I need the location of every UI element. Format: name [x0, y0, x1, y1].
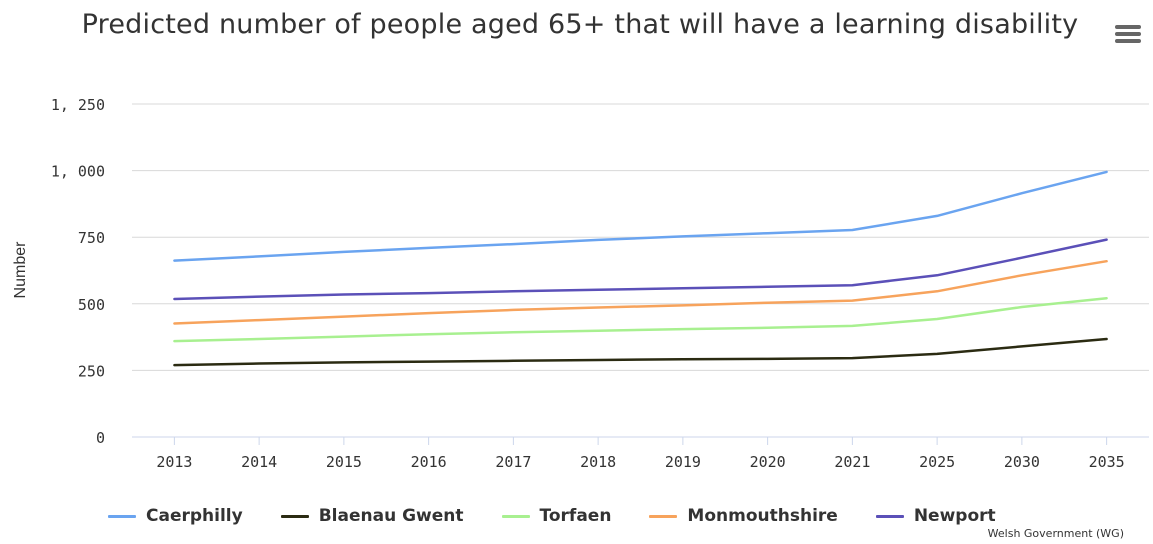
x-tick-label: 2016	[411, 453, 447, 471]
legend-line-swatch	[501, 514, 530, 518]
legend-label: Torfaen	[539, 506, 612, 526]
y-tick-label: 1, 000	[51, 163, 105, 181]
legend-line-swatch	[280, 514, 309, 518]
legend-item-caerphilly[interactable]: Caerphilly	[108, 506, 243, 526]
legend-label: Caerphilly	[146, 506, 243, 526]
legend-item-torfaen[interactable]: Torfaen	[501, 506, 612, 526]
legend-line-swatch	[108, 514, 136, 518]
menu-bar	[1115, 32, 1141, 36]
menu-bar	[1115, 25, 1141, 29]
series-line-blaenau-gwent[interactable]	[173, 337, 1108, 367]
series-line-newport[interactable]	[173, 238, 1108, 301]
series-line-torfaen[interactable]	[173, 296, 1108, 343]
y-tick-label: 1, 250	[51, 96, 105, 114]
series-lines	[173, 170, 1108, 367]
menu-bar	[1115, 39, 1141, 43]
legend-item-newport[interactable]: Newport	[875, 506, 996, 526]
grid-lines	[132, 103, 1149, 438]
legend-line-swatch	[649, 514, 678, 518]
legend-line-swatch	[875, 514, 904, 518]
legend-item-blaenau-gwent[interactable]: Blaenau Gwent	[280, 506, 464, 526]
y-tick-label: 250	[78, 362, 105, 380]
chart-credit[interactable]: Welsh Government (WG)	[987, 527, 1124, 540]
hamburger-menu-icon[interactable]	[1113, 22, 1143, 44]
y-axis-title: Number	[12, 241, 29, 299]
chart-title: Predicted number of people aged 65+ that…	[81, 9, 1079, 40]
x-tick-label: 2030	[1004, 453, 1040, 471]
x-tick-label: 2035	[1089, 453, 1125, 471]
x-tick-label: 2018	[580, 453, 616, 471]
x-tick-label: 2020	[750, 453, 786, 471]
chart-legend: Caerphilly Blaenau Gwent Torfaen Monmouthsh…	[108, 506, 1034, 526]
x-tick-label: 2015	[326, 453, 362, 471]
x-tick-label: 2013	[156, 453, 192, 471]
legend-label: Monmouthshire	[687, 506, 838, 526]
legend-label: Blaenau Gwent	[318, 506, 464, 526]
x-tick-label: 2014	[241, 453, 277, 471]
y-tick-label: 0	[96, 429, 105, 447]
x-tick-label: 2017	[495, 453, 531, 471]
y-tick-label: 500	[78, 296, 105, 314]
legend-item-monmouthshire[interactable]: Monmouthshire	[649, 506, 838, 526]
x-tick-label: 2021	[834, 453, 870, 471]
axes: 0 250 500 750 1, 000 1, 250 2013 2014 2015 2016 20…	[51, 96, 1125, 471]
series-line-caerphilly[interactable]	[173, 170, 1108, 262]
x-tick-label: 2019	[665, 453, 701, 471]
series-line-monmouthshire[interactable]	[173, 259, 1108, 325]
x-tick-label: 2025	[919, 453, 955, 471]
y-tick-label: 750	[78, 229, 105, 247]
legend-label: Newport	[913, 506, 996, 526]
